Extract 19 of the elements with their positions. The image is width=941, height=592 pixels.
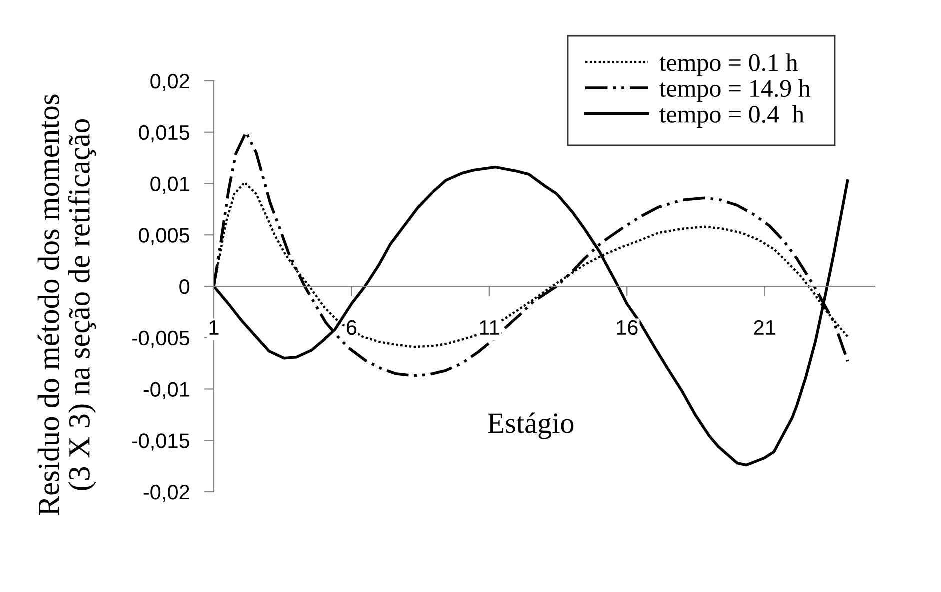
legend-label: tempo = 0.1 h xyxy=(659,54,798,76)
x-tick-label: 1 xyxy=(210,320,219,335)
x-axis-title: Estágio xyxy=(488,412,574,440)
y-tick-label: 0,005 xyxy=(139,228,190,246)
y-tick-label: -0,005 xyxy=(132,330,190,348)
legend-label: tempo = 14.9 h xyxy=(659,79,811,102)
x-tick-label: 16 xyxy=(617,320,638,336)
y-tick-label: -0,015 xyxy=(132,434,190,451)
y-tick-label: 0,01 xyxy=(150,176,190,194)
y-tick-label: 0,015 xyxy=(139,125,190,143)
y-tick-label: -0,02 xyxy=(144,485,190,502)
y-tick-label: 0,02 xyxy=(150,74,190,92)
y-tick-label: 0 xyxy=(180,280,190,294)
y-tick-label: -0,01 xyxy=(144,382,190,400)
x-tick-label: 6 xyxy=(346,320,357,336)
y-axis-title: Residuo do método dos momentos (3 X 3) na seção de retificação xyxy=(38,94,96,516)
legend-label: tempo = 0.4 h xyxy=(659,105,804,128)
x-tick-label: 21 xyxy=(754,320,776,335)
x-tick-label: 11 xyxy=(480,320,500,335)
